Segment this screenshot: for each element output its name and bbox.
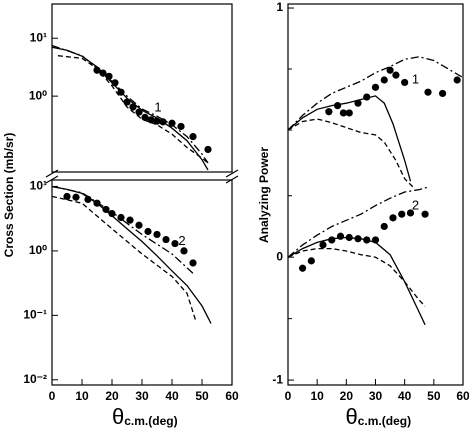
x-axis-unit: c.m.(deg) xyxy=(124,414,177,428)
data-point xyxy=(298,264,307,272)
plot-frame xyxy=(51,3,233,173)
curve-label: 2 xyxy=(412,197,419,212)
data-point xyxy=(72,193,80,201)
curve-dashdot xyxy=(287,56,464,131)
data-point xyxy=(108,209,116,218)
data-point xyxy=(141,113,149,121)
plot-frame xyxy=(51,179,233,386)
y-tick-label: 0 xyxy=(276,249,283,263)
data-point xyxy=(389,214,397,222)
y-tick-label: 10¹ xyxy=(30,179,47,193)
data-point xyxy=(135,108,143,116)
curve-solid xyxy=(287,236,426,326)
x-axis-symbol: θ xyxy=(112,404,124,429)
x-tick-label: 10 xyxy=(75,389,89,403)
curve-dashed xyxy=(287,118,414,188)
x-tick-label: 0 xyxy=(49,389,56,403)
x-axis-symbol: θ xyxy=(346,404,358,429)
data-point xyxy=(168,119,176,127)
y-tick-label: 10⁻¹ xyxy=(23,308,47,322)
data-point xyxy=(380,222,388,231)
y-axis-label: Cross Section (mb/sr) xyxy=(2,133,16,258)
curve-dashed xyxy=(51,195,197,322)
data-point xyxy=(177,122,185,131)
break-mark xyxy=(45,169,59,178)
y-axis-label: Analyzing Power xyxy=(257,147,271,243)
curve-solid xyxy=(51,185,212,324)
x-axis-label: θc.m.(deg) xyxy=(112,404,178,429)
data-point xyxy=(401,78,409,87)
data-point xyxy=(63,192,71,201)
x-tick-label: 60 xyxy=(456,389,469,403)
y-tick-label: -1 xyxy=(272,372,283,386)
x-tick-label: 30 xyxy=(369,389,383,403)
data-point xyxy=(392,71,400,79)
data-point xyxy=(386,66,394,74)
curve-dashdot xyxy=(287,186,429,258)
y-tick-label: 1 xyxy=(276,0,283,14)
data-point xyxy=(147,116,155,124)
data-point xyxy=(126,216,134,224)
data-point xyxy=(371,83,380,91)
break-mark xyxy=(225,169,239,178)
data-point xyxy=(204,145,212,154)
data-point xyxy=(406,209,415,217)
y-tick-label: 10⁻² xyxy=(23,372,47,386)
x-axis-unit: c.m.(deg) xyxy=(358,414,411,428)
x-tick-label: 20 xyxy=(105,389,119,403)
x-axis-label: θc.m.(deg) xyxy=(346,404,412,429)
data-point xyxy=(398,210,406,218)
data-point xyxy=(325,108,333,116)
data-point xyxy=(153,230,161,239)
data-point xyxy=(345,109,353,117)
data-point xyxy=(117,213,125,222)
x-tick-label: 50 xyxy=(427,389,441,403)
data-point xyxy=(424,88,432,96)
data-point xyxy=(180,247,188,255)
x-tick-label: 30 xyxy=(135,389,149,403)
data-point xyxy=(162,235,170,244)
plot-frame xyxy=(287,3,464,386)
curve-dashed xyxy=(57,55,209,164)
data-point xyxy=(453,76,461,84)
data-point xyxy=(339,109,348,117)
y-tick-label: 10¹ xyxy=(30,30,47,44)
data-point xyxy=(102,205,110,214)
data-point xyxy=(307,257,315,265)
data-point xyxy=(189,133,197,141)
x-tick-label: 60 xyxy=(225,389,239,403)
data-point xyxy=(421,210,429,218)
data-point xyxy=(319,241,327,249)
curve-label: 2 xyxy=(178,233,185,248)
data-point xyxy=(354,99,362,107)
x-tick-label: 40 xyxy=(398,389,412,403)
data-point xyxy=(438,89,447,98)
x-tick-label: 40 xyxy=(165,389,179,403)
curve-label: 1 xyxy=(412,72,419,87)
data-point xyxy=(135,221,143,229)
data-point xyxy=(380,76,388,84)
data-point xyxy=(171,239,179,248)
curve-label: 1 xyxy=(154,100,161,115)
x-tick-label: 20 xyxy=(340,389,354,403)
curve-solid xyxy=(287,95,412,182)
x-tick-label: 50 xyxy=(195,389,209,403)
curve-solid xyxy=(51,46,209,171)
curve-dashed xyxy=(287,247,426,307)
y-tick-label: 10⁰ xyxy=(29,243,47,257)
data-point xyxy=(189,259,197,267)
x-tick-label: 0 xyxy=(285,389,292,403)
y-tick-label: 10⁰ xyxy=(29,88,47,102)
curve-dashdot xyxy=(51,185,194,274)
x-tick-label: 10 xyxy=(310,389,324,403)
data-point xyxy=(144,227,152,236)
